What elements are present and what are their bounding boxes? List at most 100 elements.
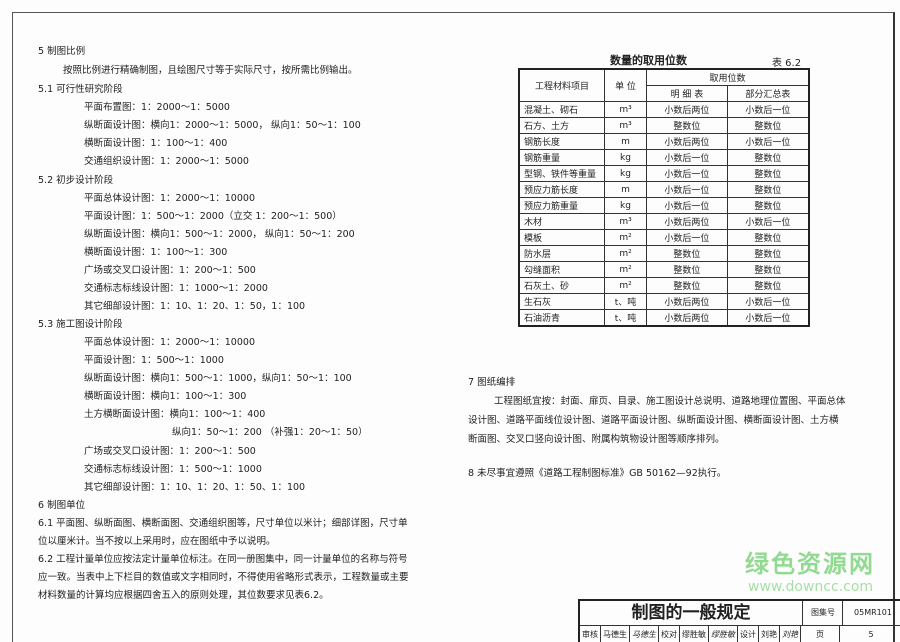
table-cell: m²: [604, 277, 647, 294]
text-line: 横断面设计图：1：100～1：400: [84, 138, 228, 149]
check-label: 校对: [659, 626, 680, 642]
table-cell: 小数后一位: [646, 197, 728, 214]
table-cell: 小数后一位: [646, 181, 728, 198]
table-cell: 勾缝面积: [518, 261, 605, 278]
table-cell: 石灰土、砂: [518, 277, 605, 294]
page-number: 5: [868, 630, 874, 639]
table-row: 混凝土、砌石 m³ 小数后两位 小数后一位: [518, 101, 810, 118]
table-number: 表 6.2: [772, 58, 802, 69]
table-cell: 小数后两位: [646, 309, 728, 327]
table-row: 钢筋重量 kg 小数后一位 整数位: [518, 149, 810, 166]
table-row: 型钢、铁件等重量 kg 小数后一位 整数位: [518, 165, 810, 182]
table-cell: 木材: [518, 213, 605, 230]
reviewer: 马德生: [601, 626, 630, 642]
table-cell: 小数后两位: [646, 293, 728, 310]
designer-signature: 刘艳: [780, 626, 801, 642]
table-cell: 整数位: [726, 149, 810, 166]
text-line: 土方横断面设计图：横向1：100～1：400: [84, 409, 266, 420]
text-line: 平面设计图：1：500～1：1000: [84, 355, 224, 366]
text-line: 应一致。当表中上下栏目的数值或文字相同时，不得使用省略形式表示，工程数量或主要: [38, 572, 409, 583]
table-cell: 小数后一位: [646, 165, 728, 182]
text-line: 平面总体设计图：1：2000～1：10000: [84, 193, 255, 204]
table-cell: 小数后一位: [726, 309, 810, 327]
watermark-url: www.downcc.com: [748, 579, 874, 595]
checker: 缪胜敏: [680, 626, 709, 642]
table-row: 石方、土方 m³ 整数位 整数位: [518, 117, 810, 134]
table-row: 石油沥青 t、吨 小数后两位 小数后一位: [518, 309, 810, 327]
table-cell: 防水层: [518, 245, 605, 262]
text-line: 工程图纸宜按：封面、扉页、目录、施工图设计总说明、道路地理位置图、平面总体: [494, 396, 846, 407]
text-line: 5.2 初步设计阶段: [38, 175, 114, 186]
table-cell: 整数位: [726, 245, 810, 262]
table-cell: m³: [604, 101, 647, 118]
page-label: 页: [801, 626, 840, 642]
table-row: 模板 m² 小数后一位 整数位: [518, 229, 810, 246]
table-cell: 整数位: [646, 277, 728, 294]
table-cell: m²: [604, 229, 647, 246]
table-row: 预应力筋长度 m 小数后一位 整数位: [518, 181, 810, 198]
digits-table: 工程材料项目 单 位 取用位数 明 细 表 部分汇总表 混凝土、砌石 m³ 小数后两…: [518, 68, 810, 327]
text-line: 材料数量的计算均应根据四舍五入的原则处理，其位数要求见表6.2。: [38, 590, 329, 601]
text-line: 平面总体设计图：1：2000～1：10000: [84, 337, 255, 348]
table-cell: 整数位: [726, 277, 810, 294]
table-cell: kg: [604, 165, 647, 182]
table-row: 木材 m³ 小数后两位 小数后一位: [518, 213, 810, 230]
text-line: 设计图、道路平面线位设计图、道路平面设计图、纵断面设计图、横断面设计图、土方横: [468, 415, 839, 426]
review-label: 审核: [580, 626, 601, 642]
table-cell: 小数后一位: [646, 229, 728, 246]
text-line: 5 制图比例: [38, 46, 86, 57]
table-cell: 整数位: [726, 181, 810, 198]
table-cell: kg: [604, 197, 647, 214]
table-cell: t、吨: [604, 309, 647, 327]
table-cell: 整数位: [646, 261, 728, 278]
text-line: 6 制图单位: [38, 500, 86, 511]
checker-signature: 缪胜敏: [709, 626, 738, 642]
table-row: 钢筋长度 m 小数后两位 小数后一位: [518, 133, 810, 150]
table-cell: 整数位: [726, 261, 810, 278]
table-cell: 整数位: [646, 245, 728, 262]
design-label: 设计: [738, 626, 759, 642]
table-cell: 生石灰: [518, 293, 605, 310]
reviewer-signature: 马德生: [630, 626, 659, 642]
text-line: 5.1 可行性研究阶段: [38, 84, 123, 95]
text-line: 交通标志标线设计图：1：1000～1：2000: [84, 283, 268, 294]
table-cell: 整数位: [726, 117, 810, 134]
table-cell: 钢筋重量: [518, 149, 605, 166]
text-line: 其它细部设计图：1：10、1：20、1：50，1：100: [84, 301, 306, 312]
table-cell: m: [604, 133, 647, 150]
table-cell: 整数位: [726, 197, 810, 214]
table-cell: 钢筋长度: [518, 133, 605, 150]
table-cell: m²: [604, 261, 647, 278]
text-line: 交通标志标线设计图：1：500～1：1000: [84, 464, 262, 475]
text-line: 7 图纸编排: [468, 377, 516, 388]
table-cell: 小数后一位: [726, 293, 810, 310]
table-cell: 预应力筋重量: [518, 197, 605, 214]
table-cell: 小数后一位: [726, 133, 810, 150]
table-cell: m³: [604, 213, 647, 230]
table-cell: 小数后两位: [646, 133, 728, 150]
table-cell: 型钢、铁件等重量: [518, 165, 605, 182]
text-line: 6.1 平面图、纵断面图、横断面图、交通组织图等，尺寸单位以米计；细部详图，尺寸…: [38, 518, 408, 529]
header-unit: 单 位: [604, 68, 647, 102]
text-line: 平面设计图：1：500～1：2000（立交 1：200～1：500）: [84, 211, 342, 222]
text-line: 纵断面设计图：横向1：500～1：1000，纵向1：50～1：100: [84, 373, 352, 384]
text-line: 断面图、交叉口竖向设计图、附属构筑物设计图等顺序排列。: [468, 434, 725, 445]
table-cell: 小数后一位: [726, 213, 810, 230]
sheet-border: [12, 12, 895, 642]
header-detail: 明 细 表: [646, 85, 728, 102]
text-line: 横断面设计图：横向1：100～1：300: [84, 391, 247, 402]
table-cell: m: [604, 181, 647, 198]
table-cell: 整数位: [726, 229, 810, 246]
table-cell: 石油沥青: [518, 309, 605, 327]
table-row: 预应力筋重量 kg 小数后一位 整数位: [518, 197, 810, 214]
signature-row: 审核 马德生 马德生 校对 缪胜敏 缪胜敏 设计 刘艳 刘艳 页 5: [580, 625, 900, 642]
table-cell: kg: [604, 149, 647, 166]
header-item: 工程材料项目: [518, 68, 605, 102]
header-summary: 部分汇总表: [726, 85, 810, 102]
text-line: 平面布置图：1：2000～1：5000: [84, 102, 230, 113]
table-cell: 模板: [518, 229, 605, 246]
table-cell: 预应力筋长度: [518, 181, 605, 198]
table-cell: 整数位: [646, 117, 728, 134]
table-row: 勾缝面积 m² 整数位 整数位: [518, 261, 810, 278]
